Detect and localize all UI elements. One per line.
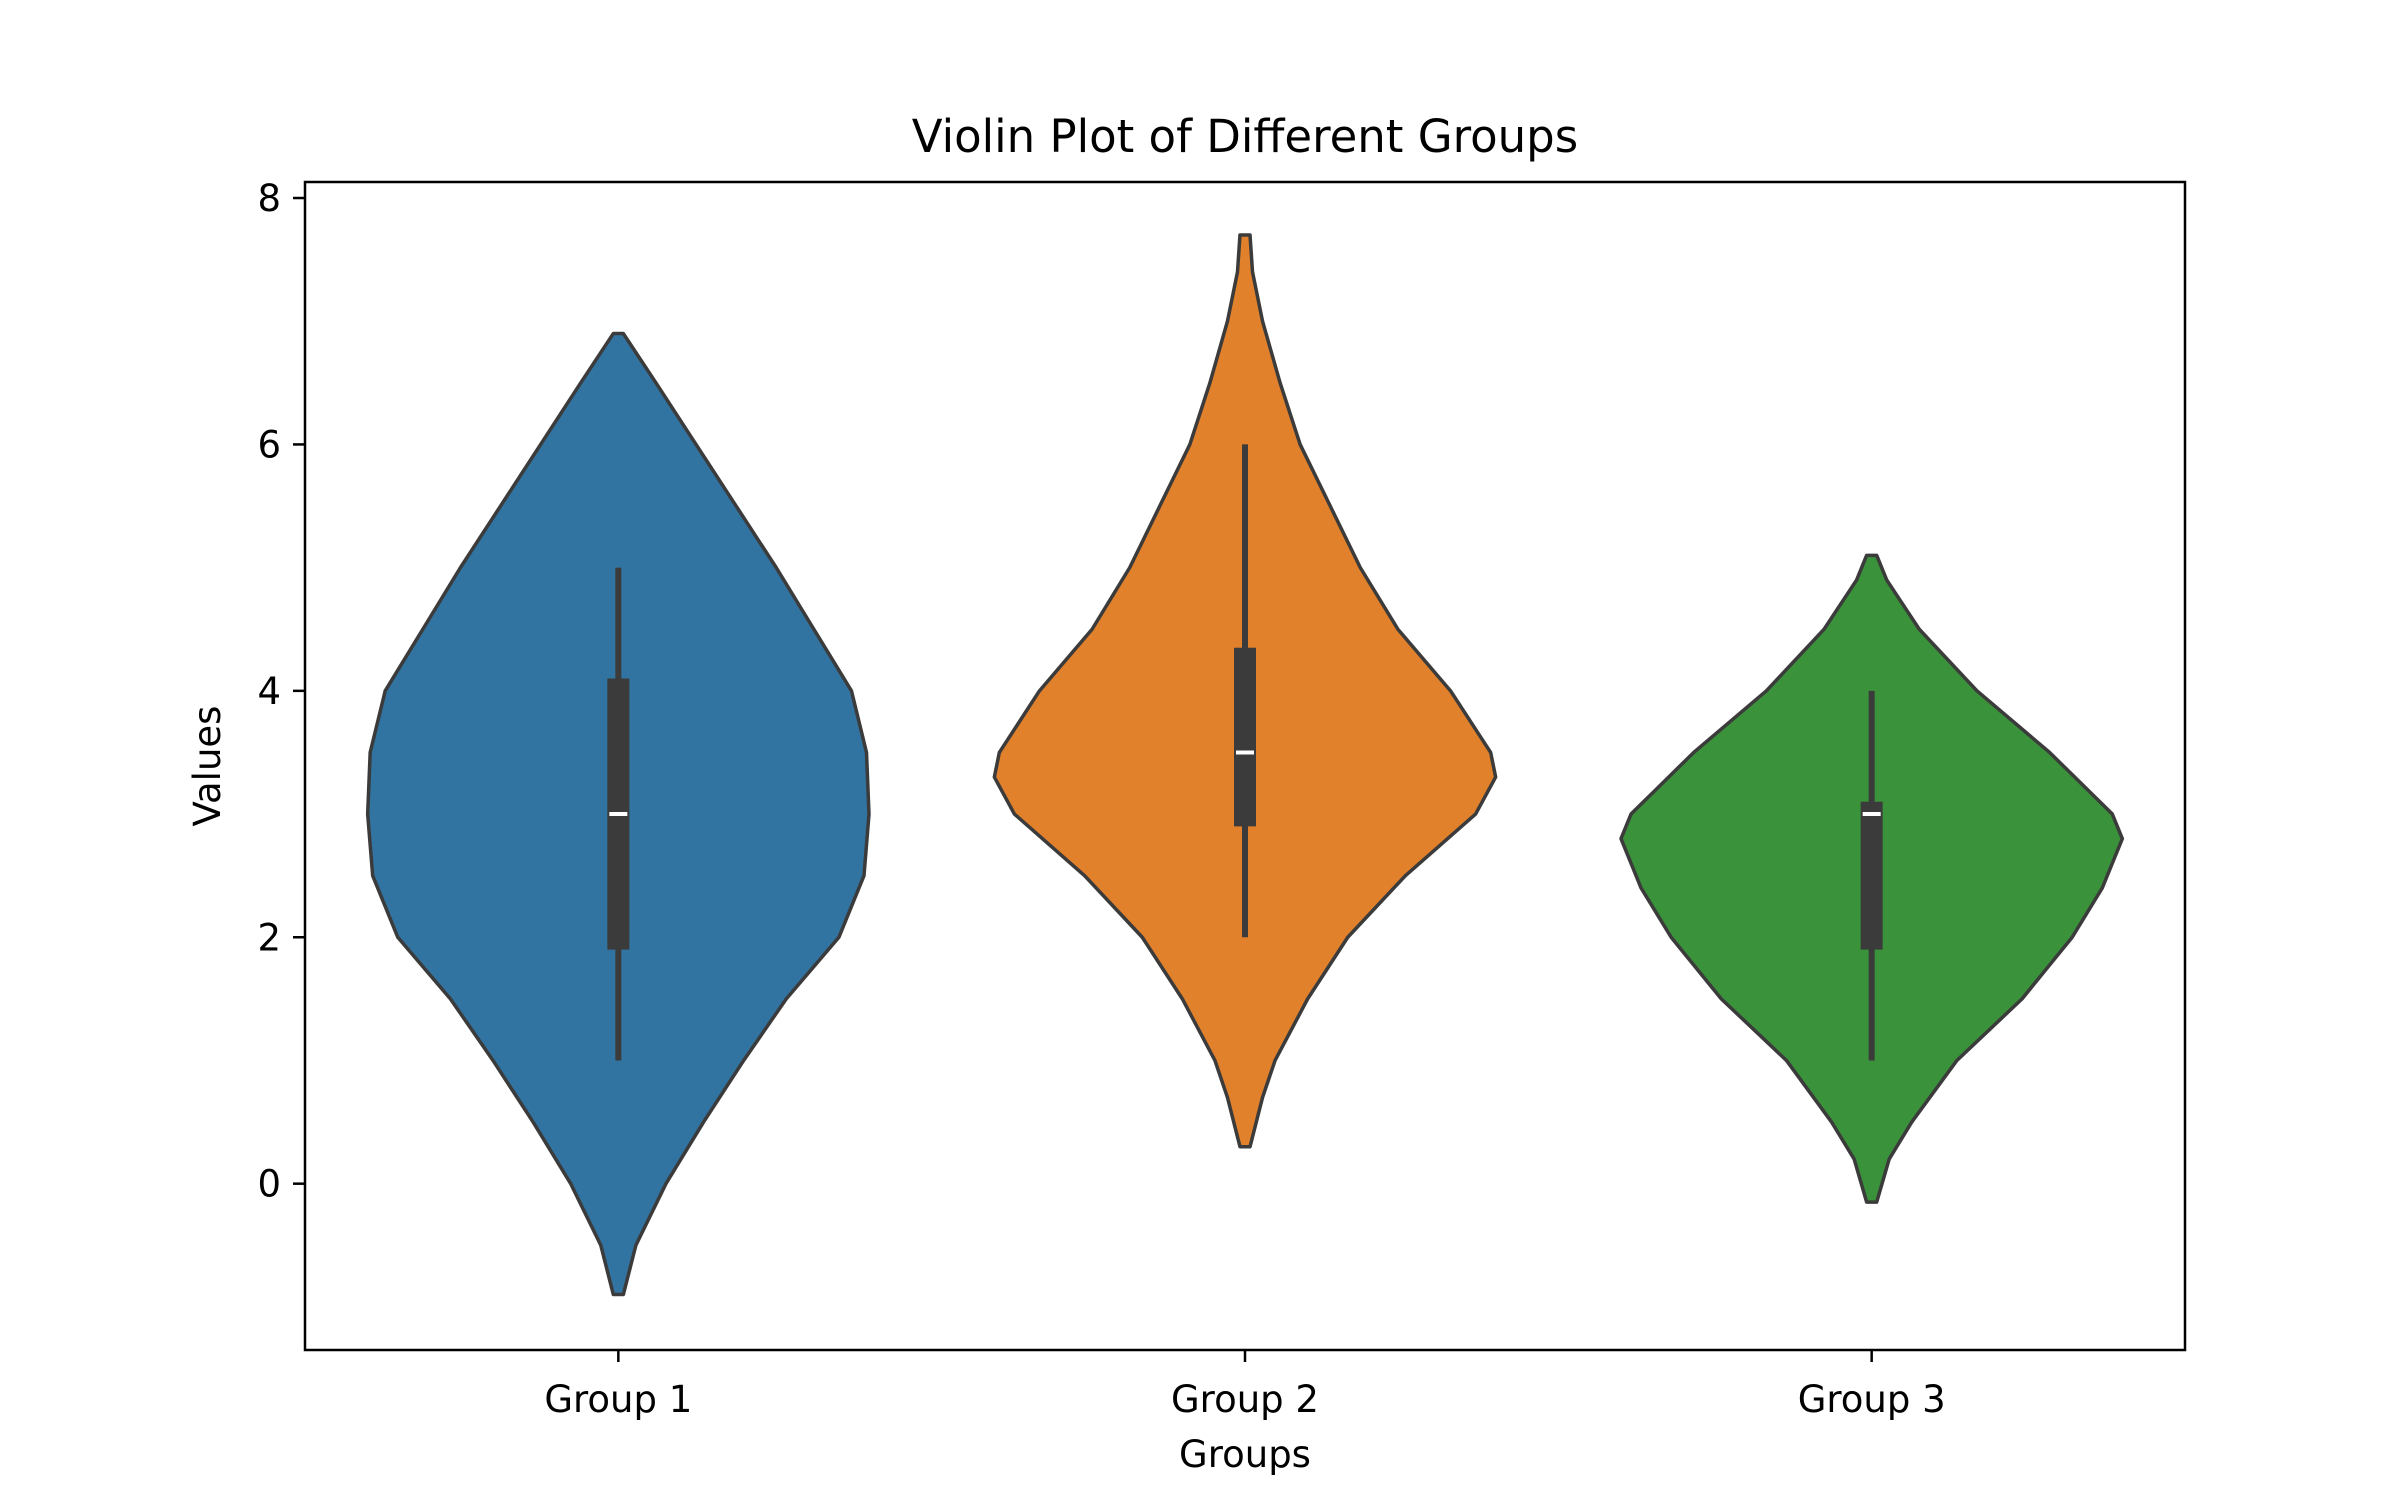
y-tick-label: 6 xyxy=(257,423,281,466)
iqr-box-3 xyxy=(1860,801,1883,950)
x-tick-label: Group 1 xyxy=(544,1378,692,1421)
x-tick-label: Group 3 xyxy=(1798,1378,1946,1421)
violins-layer xyxy=(365,233,2125,1297)
y-axis: 0 2 4 6 8 xyxy=(257,177,305,1206)
y-tick-label: 2 xyxy=(257,916,281,959)
y-axis-label: Values xyxy=(186,706,229,827)
iqr-box-2 xyxy=(1234,647,1256,827)
x-axis-label: Groups xyxy=(1179,1433,1311,1476)
y-tick-label: 4 xyxy=(257,670,281,713)
chart-title: Violin Plot of Different Groups xyxy=(912,110,1578,163)
y-tick-label: 0 xyxy=(257,1163,281,1206)
x-axis: Group 1 Group 2 Group 3 xyxy=(544,1350,1946,1421)
y-tick-label: 8 xyxy=(257,177,281,220)
x-tick-label: Group 2 xyxy=(1171,1378,1319,1421)
